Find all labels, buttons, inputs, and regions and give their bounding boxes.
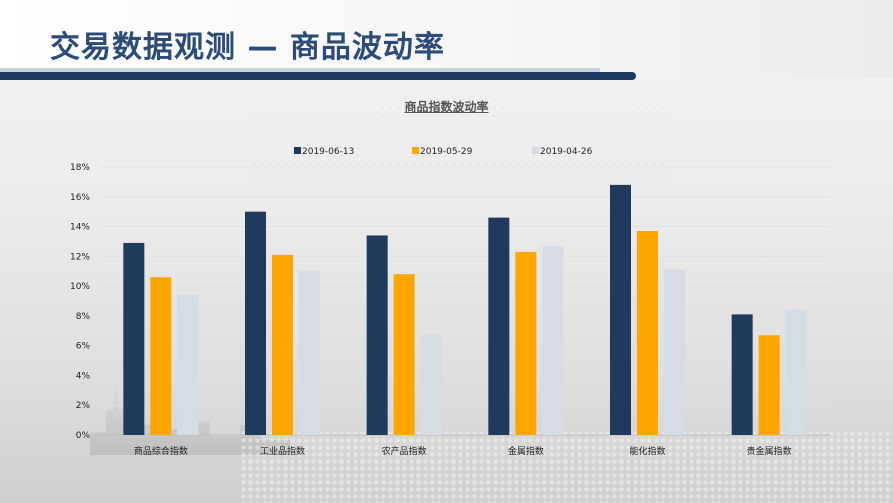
bar [123,242,145,435]
chart-title: 商品指数波动率 [404,100,489,114]
y-tick-label: 6% [76,342,91,352]
legend-swatch [412,147,419,154]
y-tick-label: 18% [70,163,90,173]
y-tick-label: 4% [76,371,91,381]
x-category-label: 商品综合指数 [134,445,188,457]
bar [245,211,266,435]
y-tick-label: 8% [76,312,91,322]
grid-lines [100,166,830,436]
x-axis-categories: 商品综合指数 工业品指数 农产品指数 金属指数 能化指数 贵金属指数 [134,445,792,457]
legend: 2019-06-13 2019-05-29 2019-04-26 [294,147,593,157]
bar [420,335,442,435]
page-title: 交易数据观测 — 商品波动率 [50,30,445,65]
bar [150,277,172,435]
x-category-label: 工业品指数 [260,445,305,457]
bar [785,309,807,435]
legend-label: 2019-05-29 [420,147,473,157]
bar [299,271,320,435]
bar [515,251,537,435]
world-map-decoration [250,80,670,200]
y-axis-ticks: 0% 2% 4% 6% 8% 10% 12% 14% 16% 18% [70,163,90,441]
bar [542,245,564,435]
x-category-label: 农产品指数 [382,445,427,457]
x-category-label: 金属指数 [508,445,544,457]
bar [664,269,685,435]
y-tick-label: 12% [70,252,90,262]
dot-pattern-decoration [240,430,893,503]
y-tick-label: 14% [70,223,90,233]
bar [177,295,199,435]
legend-swatch [294,147,301,154]
y-tick-label: 16% [70,193,90,203]
bar [488,217,510,435]
legend-label: 2019-06-13 [302,147,354,157]
bar [758,335,780,435]
x-category-label: 能化指数 [629,445,665,457]
legend-swatch [532,147,539,154]
bars [123,184,807,435]
y-tick-label: 0% [76,431,91,441]
bar [366,235,388,435]
header-rule-light [0,68,600,72]
legend-label: 2019-04-26 [540,147,593,157]
header-rule [0,72,636,80]
bar [731,314,753,435]
bar [393,274,415,435]
y-tick-label: 2% [76,401,91,411]
bar [637,231,658,435]
bar [272,254,293,435]
y-tick-label: 10% [70,282,90,292]
bar [610,184,631,435]
x-category-label: 贵金属指数 [747,445,792,457]
header-band [0,0,893,78]
